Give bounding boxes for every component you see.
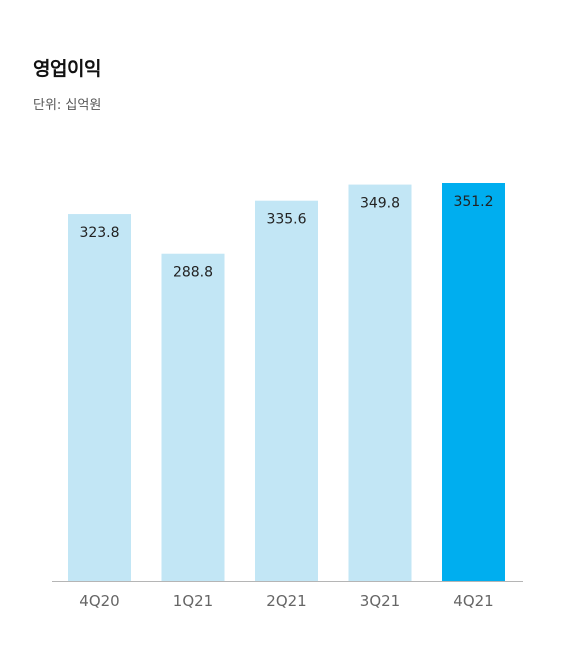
chart-title: 영업이익 [33, 58, 101, 80]
x-tick-label-4Q21: 4Q21 [453, 592, 493, 610]
bar-1Q21 [161, 253, 225, 581]
unit-label: 단위: 십억원 [33, 98, 102, 113]
data-label-1Q21: 288.8 [173, 265, 213, 281]
x-tick-label-2Q21: 2Q21 [266, 592, 306, 610]
data-label-2Q21: 335.6 [266, 212, 306, 228]
bar-4Q21 [442, 183, 505, 581]
data-label-4Q21: 351.2 [453, 194, 493, 210]
bar-3Q21 [348, 184, 412, 582]
data-label-4Q20: 323.8 [79, 225, 119, 241]
bar-2Q21 [255, 200, 318, 581]
x-tick-label-1Q21: 1Q21 [173, 592, 213, 610]
data-label-3Q21: 349.8 [360, 196, 400, 212]
x-tick-label-3Q21: 3Q21 [360, 592, 400, 610]
x-tick-label-4Q20: 4Q20 [79, 592, 119, 610]
bar-4Q20 [68, 214, 131, 581]
